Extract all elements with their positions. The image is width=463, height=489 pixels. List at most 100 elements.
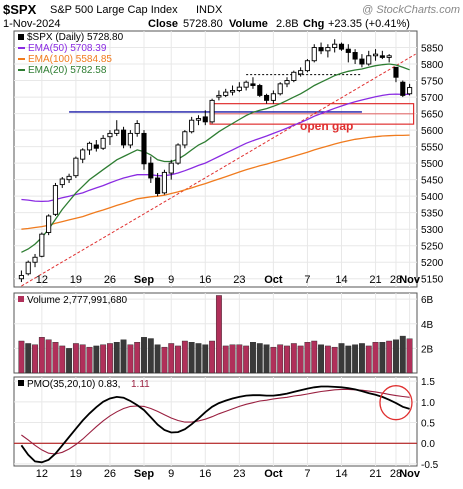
x-tick-label-top: 23 — [233, 274, 245, 286]
close-value: 5728.80 — [183, 18, 223, 30]
pmo-layer — [20, 385, 413, 464]
candle-body — [229, 90, 236, 93]
ema50-line — [21, 93, 410, 203]
volume-bar — [345, 345, 352, 374]
volume-bar — [93, 345, 100, 374]
price-tick-label: 5700 — [421, 93, 444, 104]
volume-bar — [45, 339, 52, 374]
x-tick-label-top: 12 — [36, 274, 48, 286]
x-tick-label-bottom: Nov — [399, 468, 421, 480]
candle-body — [202, 116, 208, 123]
candle-body — [311, 47, 317, 62]
price-tick-label: 5200 — [421, 258, 444, 269]
volume-bar — [236, 344, 243, 374]
candle-body — [175, 144, 181, 164]
candle-body — [379, 55, 385, 58]
volume-bar — [38, 337, 45, 374]
volume-bar — [86, 346, 93, 374]
trend-line — [21, 53, 416, 287]
candle-body — [216, 94, 222, 98]
candle-body — [359, 58, 365, 65]
ema20-legend-text: EMA(20) 5782.58 — [28, 65, 107, 76]
volume-legend: Volume 2,777,991,680 — [18, 295, 128, 306]
pmo-tick-label: 1.5 — [421, 377, 435, 388]
volume-bar — [256, 343, 263, 374]
volume-bar — [318, 344, 324, 374]
candle-body — [195, 118, 202, 121]
volume-bar — [127, 344, 134, 374]
ema50-legend-text: EMA(50) 5708.39 — [28, 43, 107, 54]
pmo-tick-label: 0.5 — [421, 419, 435, 430]
price-layer — [18, 39, 416, 287]
price-legend-swatch — [18, 34, 24, 40]
candle-body — [257, 85, 263, 96]
candle-body — [134, 123, 140, 134]
volume-bar — [52, 342, 59, 374]
pmo-line — [20, 385, 410, 464]
volume-bar — [304, 342, 311, 374]
volume-value: 2.8B — [276, 18, 299, 30]
candle-body — [59, 178, 65, 186]
x-tick-label-top: 7 — [304, 274, 310, 286]
exchange-label: INDX — [196, 4, 223, 16]
candle-body — [236, 86, 242, 91]
volume-tick-label: 4B — [421, 320, 434, 331]
price-tick-label: 5550 — [421, 143, 444, 154]
x-tick-label-top: 26 — [104, 274, 116, 286]
date-label: 1-Nov-2024 — [3, 18, 60, 30]
volume-bar — [25, 343, 32, 374]
candle-body — [325, 47, 331, 52]
volume-legend-swatch — [18, 296, 24, 302]
volume-bar — [120, 339, 127, 374]
candle-body — [100, 137, 106, 149]
volume-bar — [250, 342, 256, 374]
price-tick-label: 5400 — [421, 192, 444, 203]
volume-bar — [399, 335, 406, 374]
symbol-title: $SPX — [3, 2, 37, 17]
candle-body — [66, 175, 72, 181]
pmo-tick-label: 0.0 — [421, 439, 435, 450]
candle-body — [243, 81, 249, 88]
candle-body — [223, 91, 229, 96]
candle-body — [352, 52, 358, 60]
price-tick-label: 5850 — [421, 44, 444, 55]
candle-body — [298, 70, 304, 75]
candle-body — [148, 162, 154, 179]
volume-bar — [72, 343, 79, 374]
volume-bar — [297, 345, 304, 374]
x-tick-label-top: 19 — [70, 274, 82, 286]
volume-bar — [277, 344, 284, 374]
volume-bar — [113, 342, 120, 374]
volume-bar — [59, 345, 66, 374]
volume-bar — [202, 344, 209, 374]
x-tick-label-bottom: Sep — [134, 468, 154, 480]
volume-bar — [243, 345, 250, 374]
candle-body — [304, 60, 311, 72]
volume-bar — [352, 344, 359, 374]
candle-body — [120, 129, 127, 146]
pmo-tick-label: -0.5 — [421, 460, 439, 471]
candle-body — [332, 43, 338, 48]
x-tick-label-top: 16 — [199, 274, 211, 286]
candle-body — [284, 80, 290, 85]
candle-body — [168, 162, 174, 174]
candle-body — [46, 215, 52, 233]
pmo-signal-value: 1.11 — [131, 379, 150, 390]
x-tick-label-bottom: 28 — [390, 468, 402, 480]
volume-bar — [290, 343, 297, 374]
volume-bar — [147, 338, 154, 374]
x-tick-label-top: 21 — [369, 274, 381, 286]
candle-body — [400, 81, 406, 96]
volume-bar — [406, 338, 413, 374]
volume-bar — [324, 345, 331, 374]
axis-layer: 12 12 19 19 26 26 Sep Sep 9 9 16 16 23 23 Oct Oct 7 7 14 14… — [36, 44, 444, 480]
volume-bar — [358, 343, 365, 374]
candle-body — [250, 83, 256, 86]
candle-body — [372, 53, 379, 57]
price-tick-label: 5300 — [421, 225, 444, 236]
x-tick-label-top: Nov — [399, 274, 421, 286]
candle-body — [393, 66, 399, 78]
candle-body — [86, 142, 93, 151]
x-tick-label-bottom: 26 — [104, 468, 116, 480]
volume-bar — [18, 340, 25, 374]
